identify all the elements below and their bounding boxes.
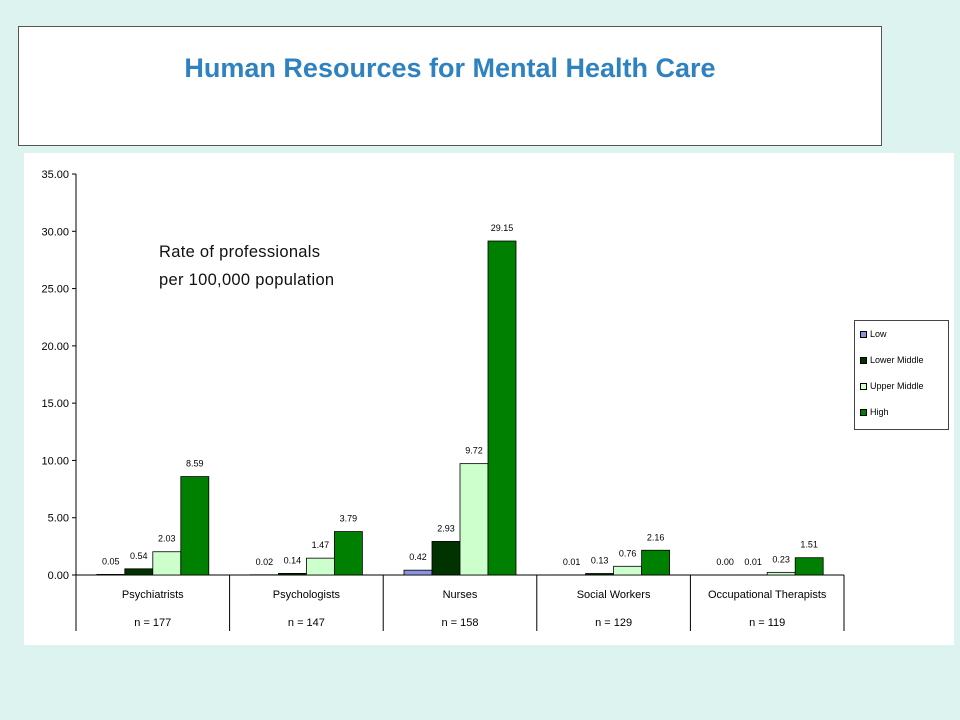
bar-upper-middle bbox=[613, 565, 642, 576]
chart-legend: Low Lower Middle Upper Middle High bbox=[854, 320, 949, 430]
data-label: 1.47 bbox=[312, 540, 330, 550]
y-tick-label: 15.00 bbox=[41, 398, 69, 410]
x-category-n-label: n = 129 bbox=[595, 617, 632, 629]
data-label: 0.01 bbox=[563, 557, 581, 567]
bar-high bbox=[487, 240, 517, 576]
legend-item: Low bbox=[860, 329, 887, 339]
x-category-label: Psychologists bbox=[273, 589, 341, 601]
data-label: 2.93 bbox=[437, 523, 455, 533]
x-category-label: Nurses bbox=[443, 589, 478, 601]
legend-item: Lower Middle bbox=[860, 355, 924, 365]
data-label: 0.23 bbox=[772, 554, 790, 564]
legend-swatch bbox=[860, 330, 867, 338]
data-label: 3.79 bbox=[340, 514, 358, 524]
bar-lower-middle bbox=[431, 541, 461, 576]
page-title: Human Resources for Mental Health Care bbox=[184, 53, 716, 83]
bar-low bbox=[96, 574, 126, 576]
y-tick-label: 10.00 bbox=[41, 455, 69, 467]
bar-high bbox=[333, 531, 363, 576]
bar-lower-middle bbox=[585, 573, 614, 576]
annotation-line-2: per 100,000 population bbox=[159, 271, 335, 289]
data-label: 0.76 bbox=[619, 548, 637, 558]
bar-high bbox=[794, 557, 824, 576]
data-label: 0.42 bbox=[409, 552, 427, 562]
legend-label: Lower Middle bbox=[870, 355, 924, 365]
y-tick-label: 0.00 bbox=[48, 570, 69, 582]
bar-lower-middle bbox=[277, 572, 307, 576]
x-category-n-label: n = 177 bbox=[134, 617, 171, 629]
x-category-label: Social Workers bbox=[577, 589, 651, 601]
legend-label: Low bbox=[870, 329, 887, 339]
data-label: 8.59 bbox=[186, 459, 204, 469]
y-tick-label: 5.00 bbox=[48, 513, 69, 525]
data-label: 0.05 bbox=[102, 556, 120, 566]
data-label: 2.16 bbox=[647, 532, 665, 542]
x-category-label: Occupational Therapists bbox=[708, 589, 827, 601]
bar-chart: 0.00 5.00 10.00 15.00 20.00 25.00 30.00 35.00 Ps… bbox=[41, 169, 845, 631]
data-label: 0.14 bbox=[284, 555, 302, 565]
bar-upper-middle bbox=[305, 557, 335, 576]
data-label: 29.15 bbox=[491, 223, 514, 233]
bar-high bbox=[641, 549, 670, 576]
bar-upper-middle bbox=[766, 571, 796, 576]
legend-swatch bbox=[860, 356, 867, 364]
data-label: 0.13 bbox=[591, 556, 609, 566]
y-tick-label: 30.00 bbox=[41, 226, 69, 238]
data-label: 2.03 bbox=[158, 534, 176, 544]
legend-label: Upper Middle bbox=[870, 381, 924, 391]
bar-lower-middle bbox=[124, 568, 154, 576]
y-tick-label: 35.00 bbox=[41, 169, 69, 181]
data-label: 0.54 bbox=[130, 551, 148, 561]
x-category-n-label: n = 147 bbox=[288, 617, 325, 629]
bar-low bbox=[403, 569, 433, 576]
y-tick-label: 25.00 bbox=[41, 284, 69, 296]
data-label: 9.72 bbox=[465, 446, 483, 456]
legend-swatch bbox=[860, 408, 867, 416]
x-category-n-label: n = 119 bbox=[749, 617, 785, 629]
data-label: 0.01 bbox=[744, 557, 762, 567]
title-box: Human Resources for Mental Health Care bbox=[18, 26, 882, 146]
y-tick-label: 20.00 bbox=[41, 341, 69, 353]
bar-high bbox=[180, 476, 210, 576]
bar-upper-middle bbox=[152, 551, 182, 576]
legend-swatch bbox=[860, 382, 867, 390]
data-label: 1.51 bbox=[800, 540, 818, 550]
x-category-n-label: n = 158 bbox=[441, 617, 478, 629]
chart-annotation: Rate of professionals per 100,000 popula… bbox=[159, 238, 334, 294]
x-category-label: Psychiatrists bbox=[122, 589, 184, 601]
legend-item: Upper Middle bbox=[860, 381, 924, 391]
annotation-line-1: Rate of professionals bbox=[159, 243, 321, 261]
legend-item: High bbox=[860, 407, 889, 417]
chart-area: 0.00 5.00 10.00 15.00 20.00 25.00 30.00 35.00 Ps… bbox=[24, 153, 954, 645]
data-label: 0.00 bbox=[716, 557, 734, 567]
legend-label: High bbox=[870, 407, 889, 417]
bar-upper-middle bbox=[459, 463, 489, 576]
data-label: 0.02 bbox=[256, 557, 274, 567]
